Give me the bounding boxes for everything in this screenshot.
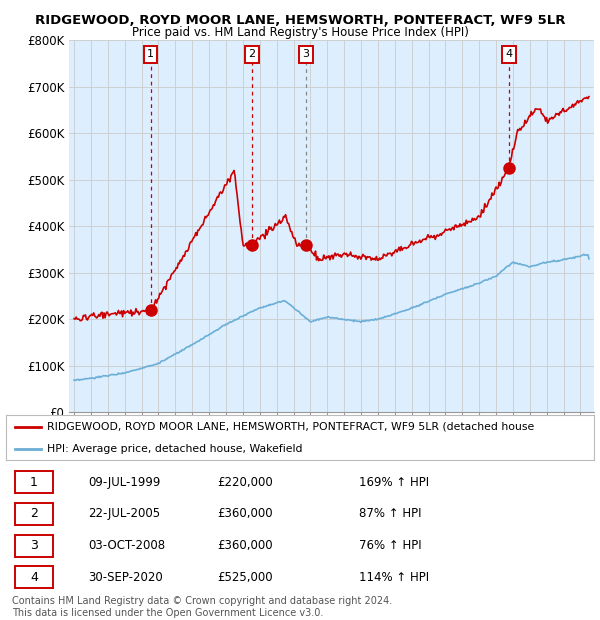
- Text: £360,000: £360,000: [218, 507, 274, 520]
- Text: 1: 1: [30, 476, 38, 489]
- Text: 2: 2: [248, 49, 256, 60]
- Text: 3: 3: [302, 49, 310, 60]
- Text: 03-OCT-2008: 03-OCT-2008: [88, 539, 166, 552]
- Text: Contains HM Land Registry data © Crown copyright and database right 2024.
This d: Contains HM Land Registry data © Crown c…: [12, 596, 392, 618]
- Text: 2: 2: [30, 507, 38, 520]
- Text: 22-JUL-2005: 22-JUL-2005: [88, 507, 160, 520]
- Text: £360,000: £360,000: [218, 539, 274, 552]
- Text: £220,000: £220,000: [218, 476, 274, 489]
- Text: Price paid vs. HM Land Registry's House Price Index (HPI): Price paid vs. HM Land Registry's House …: [131, 26, 469, 39]
- Text: 3: 3: [30, 539, 38, 552]
- FancyBboxPatch shape: [15, 471, 53, 493]
- FancyBboxPatch shape: [15, 503, 53, 525]
- Text: RIDGEWOOD, ROYD MOOR LANE, HEMSWORTH, PONTEFRACT, WF9 5LR: RIDGEWOOD, ROYD MOOR LANE, HEMSWORTH, PO…: [35, 14, 565, 27]
- Text: RIDGEWOOD, ROYD MOOR LANE, HEMSWORTH, PONTEFRACT, WF9 5LR (detached house: RIDGEWOOD, ROYD MOOR LANE, HEMSWORTH, PO…: [47, 422, 535, 432]
- Text: 114% ↑ HPI: 114% ↑ HPI: [359, 571, 429, 584]
- Text: 4: 4: [30, 571, 38, 584]
- Text: HPI: Average price, detached house, Wakefield: HPI: Average price, detached house, Wake…: [47, 444, 302, 454]
- Text: 4: 4: [505, 49, 512, 60]
- Text: 1: 1: [147, 49, 154, 60]
- FancyBboxPatch shape: [15, 567, 53, 588]
- Text: 169% ↑ HPI: 169% ↑ HPI: [359, 476, 429, 489]
- Text: 87% ↑ HPI: 87% ↑ HPI: [359, 507, 421, 520]
- Text: 76% ↑ HPI: 76% ↑ HPI: [359, 539, 421, 552]
- FancyBboxPatch shape: [15, 534, 53, 557]
- Text: £525,000: £525,000: [218, 571, 274, 584]
- Text: 30-SEP-2020: 30-SEP-2020: [88, 571, 163, 584]
- Text: 09-JUL-1999: 09-JUL-1999: [88, 476, 161, 489]
